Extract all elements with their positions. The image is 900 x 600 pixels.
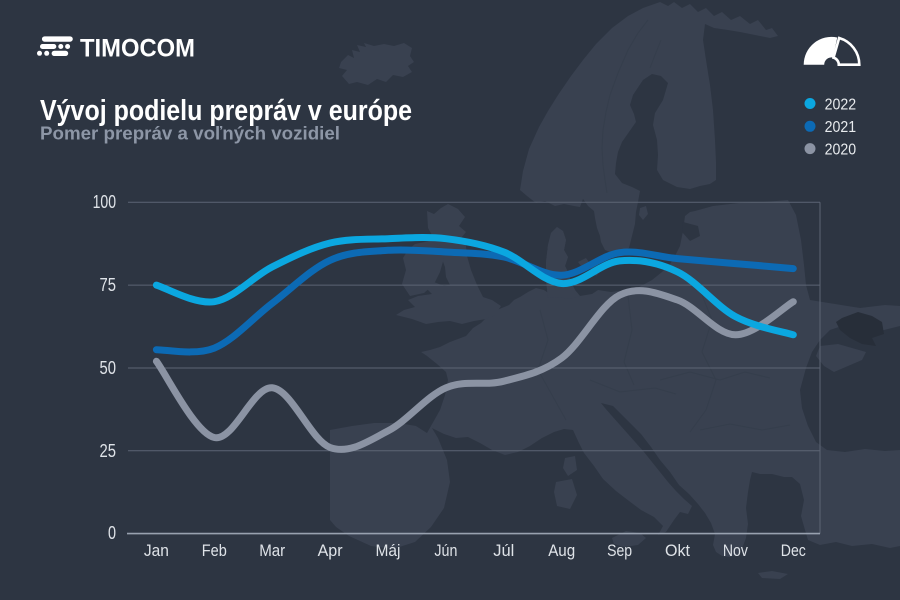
svg-text:Mar: Mar xyxy=(259,541,285,560)
svg-text:2020: 2020 xyxy=(825,141,857,158)
svg-text:2022: 2022 xyxy=(825,96,857,113)
svg-text:Pomer prepráv a voľných vozidi: Pomer prepráv a voľných vozidiel xyxy=(40,122,340,143)
svg-text:Okt: Okt xyxy=(665,541,690,560)
svg-text:Vývoj podielu prepráv v európe: Vývoj podielu prepráv v európe xyxy=(40,95,412,127)
svg-text:75: 75 xyxy=(100,275,117,295)
svg-text:Jún: Jún xyxy=(434,541,457,560)
svg-text:Feb: Feb xyxy=(202,541,227,560)
svg-text:TIMOCOM: TIMOCOM xyxy=(80,34,195,62)
svg-text:2021: 2021 xyxy=(825,119,857,136)
svg-text:Sep: Sep xyxy=(607,541,632,560)
svg-text:Aug: Aug xyxy=(548,541,575,560)
svg-text:50: 50 xyxy=(100,358,117,378)
svg-text:Júl: Júl xyxy=(493,541,514,560)
svg-text:25: 25 xyxy=(100,441,117,461)
svg-text:Jan: Jan xyxy=(144,541,169,560)
svg-text:Dec: Dec xyxy=(781,541,806,560)
svg-text:0: 0 xyxy=(108,523,116,543)
svg-text:Apr: Apr xyxy=(318,541,343,560)
svg-text:100: 100 xyxy=(93,192,116,212)
svg-text:Máj: Máj xyxy=(376,541,401,560)
svg-text:Nov: Nov xyxy=(723,541,748,560)
